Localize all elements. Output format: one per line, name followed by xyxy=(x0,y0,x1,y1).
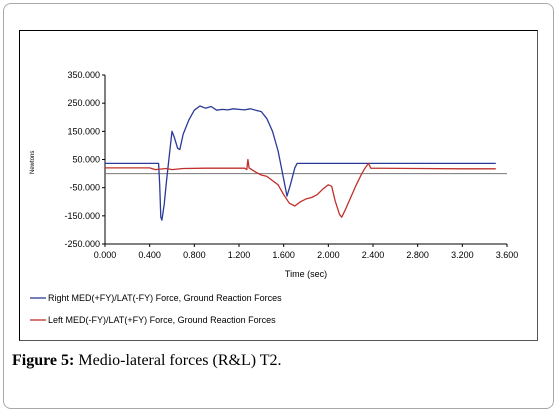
figure-frame xyxy=(3,3,554,409)
legend-label-left: Left MED(-FY)/LAT(+FY) Force, Ground Rea… xyxy=(48,315,276,325)
x-tick-label: 0.000 xyxy=(94,250,117,260)
series-line-left xyxy=(105,158,496,218)
x-tick-label: 2.800 xyxy=(406,250,429,260)
caption-text: Medio-lateral forces (R&L) T2. xyxy=(78,352,282,369)
y-tick-label: -150.000 xyxy=(64,211,100,221)
legend-label-right: Right MED(+FY)/LAT(-FY) Force, Ground Re… xyxy=(48,293,282,303)
caption-label: Figure 5: xyxy=(12,352,75,369)
line-chart: 350.000 250.000 150.000 50.000 -50.000 -150.0… xyxy=(30,70,519,325)
x-tick-label: 2.400 xyxy=(362,250,385,260)
y-tick-label: 50.000 xyxy=(72,155,100,165)
x-axis-title: Time (sec) xyxy=(285,269,327,279)
x-tick-label: 0.400 xyxy=(138,250,161,260)
x-tick-label: 2.000 xyxy=(317,250,340,260)
y-tick-label: 250.000 xyxy=(67,98,100,108)
y-tick-label: 150.000 xyxy=(67,126,100,136)
x-tick-label: 0.800 xyxy=(183,250,206,260)
y-tick-label: 350.000 xyxy=(67,70,100,80)
y-tick-label: -50.000 xyxy=(69,183,100,193)
x-tick-label: 1.200 xyxy=(228,250,251,260)
chart-area: 350.000 250.000 150.000 50.000 -50.000 -150.0… xyxy=(19,30,538,341)
y-axis-title: Newtons xyxy=(30,151,36,174)
y-tick-label: -250.000 xyxy=(64,239,100,249)
figure-caption: Figure 5: Medio-lateral forces (R&L) T2. xyxy=(12,352,282,370)
x-tick-label: 3.200 xyxy=(451,250,474,260)
x-tick-label: 3.600 xyxy=(496,250,519,260)
series-line-right xyxy=(105,105,496,221)
x-tick-label: 1.600 xyxy=(272,250,295,260)
